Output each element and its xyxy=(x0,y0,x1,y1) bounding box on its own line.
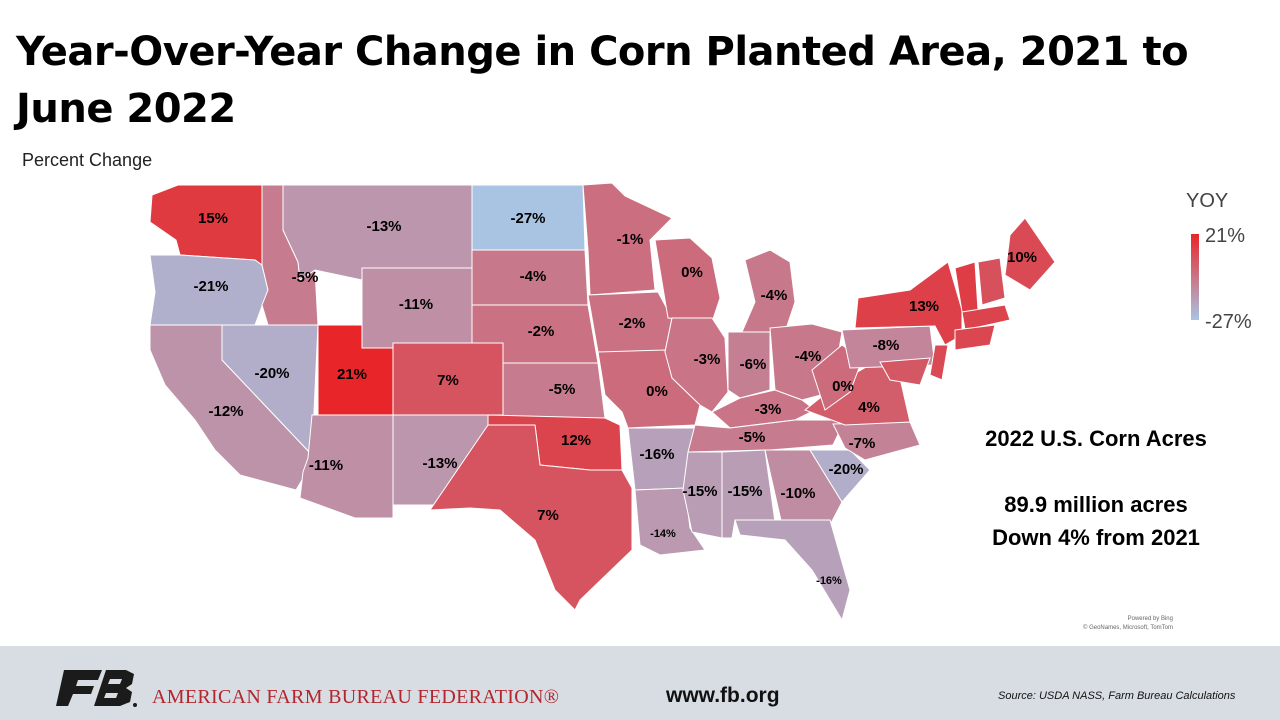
state-me xyxy=(1004,217,1056,291)
source-note: Source: USDA NASS, Farm Bureau Calculati… xyxy=(998,690,1236,702)
state-sc xyxy=(809,449,871,503)
state-label-az: -11% xyxy=(309,457,343,474)
summary-change: Down 4% from 2021 xyxy=(992,525,1200,550)
state-label-mi: -4% xyxy=(761,287,788,304)
state-label-ut: 21% xyxy=(337,366,367,383)
state-label-ny: 13% xyxy=(909,298,939,315)
org-name: AMERICAN FARM BUREAU FEDERATION® xyxy=(152,686,560,708)
summary-spacer xyxy=(946,455,1246,488)
chart-title: Year-Over-Year Change in Corn Planted Ar… xyxy=(16,29,1189,132)
state-tx xyxy=(429,424,633,611)
state-label-wv: 0% xyxy=(832,378,854,395)
state-label-va: 4% xyxy=(858,399,880,416)
state-label-nd: -27% xyxy=(510,210,545,227)
state-label-ga: -10% xyxy=(780,485,815,502)
state-nh xyxy=(977,257,1006,306)
chart-subtitle: Percent Change xyxy=(22,150,153,170)
state-label-nv: -20% xyxy=(254,365,289,382)
map-credit-sources: © GeoNames, Microsoft, TomTom xyxy=(1083,625,1173,631)
state-nj xyxy=(929,344,949,381)
state-label-sc: -20% xyxy=(828,461,863,478)
state-label-ia: -2% xyxy=(619,315,646,332)
state-tn xyxy=(687,419,846,453)
state-label-wa: 15% xyxy=(198,210,228,227)
state-label-ne: -2% xyxy=(528,323,555,340)
state-shapes xyxy=(149,182,1056,622)
state-ct xyxy=(954,324,996,351)
state-labels: 15% -21% -12% -5% -20% 21% -11% -13% -11% 7% -13% -… xyxy=(193,210,1037,587)
state-label-id: -5% xyxy=(292,269,319,286)
map-credit: Powered by Bing © GeoNames, Microsoft, T… xyxy=(1020,615,1173,633)
state-ma xyxy=(961,304,1011,331)
state-label-ms: -15% xyxy=(682,483,717,500)
legend-max-label: 21% xyxy=(1205,225,1246,247)
state-label-ks: -5% xyxy=(549,381,576,398)
state-label-in: -6% xyxy=(740,356,767,373)
state-label-tn: -5% xyxy=(739,429,766,446)
state-label-ky: -3% xyxy=(755,401,782,418)
state-label-nc: -7% xyxy=(849,435,876,452)
state-ga xyxy=(764,449,843,526)
state-label-tx: 7% xyxy=(537,507,559,524)
state-label-ca: -12% xyxy=(208,403,243,420)
summary-acres: 89.9 million acres xyxy=(1004,492,1188,517)
us-choropleth-map: 15% -21% -12% -5% -20% 21% -11% -13% -11% 7% -13% -… xyxy=(149,182,1056,622)
state-label-ar: -16% xyxy=(639,446,674,463)
footer-bar: AMERICAN FARM BUREAU FEDERATION® www.fb.… xyxy=(0,646,1280,720)
summary-heading: 2022 U.S. Corn Acres xyxy=(985,426,1207,451)
state-label-ok: 12% xyxy=(561,432,591,449)
state-label-nm: -13% xyxy=(422,455,457,472)
state-label-oh: -4% xyxy=(795,348,822,365)
state-label-mo: 0% xyxy=(646,383,668,400)
state-label-la: -14% xyxy=(650,528,676,540)
state-label-wi: 0% xyxy=(681,264,703,281)
state-label-me: 10% xyxy=(1007,249,1037,266)
state-wi xyxy=(654,237,721,323)
state-md xyxy=(879,357,931,386)
state-label-pa: -8% xyxy=(873,337,900,354)
state-label-mt: -13% xyxy=(366,218,401,235)
state-label-il: -3% xyxy=(694,351,721,368)
state-fl xyxy=(734,519,851,622)
state-label-or: -21% xyxy=(193,278,228,295)
state-in xyxy=(727,331,771,399)
legend-min-label: -27% xyxy=(1205,311,1252,333)
legend-gradient-bar xyxy=(1191,234,1199,320)
legend-title: YOY xyxy=(1186,190,1229,212)
map-credit-powered: Powered by Bing xyxy=(1127,616,1173,622)
state-mi xyxy=(741,249,796,333)
fb-logo-icon[interactable] xyxy=(56,668,138,708)
state-label-fl: -16% xyxy=(816,575,842,587)
summary-box: 2022 U.S. Corn Acres 89.9 million acres … xyxy=(946,422,1246,554)
state-label-mn: -1% xyxy=(617,231,644,248)
state-label-al: -15% xyxy=(727,483,762,500)
state-label-co: 7% xyxy=(437,372,459,389)
state-mn xyxy=(582,182,673,296)
state-ms xyxy=(682,451,723,539)
state-label-sd: -4% xyxy=(520,268,547,285)
state-label-wy: -11% xyxy=(399,296,433,313)
website-link[interactable]: www.fb.org xyxy=(666,684,780,707)
